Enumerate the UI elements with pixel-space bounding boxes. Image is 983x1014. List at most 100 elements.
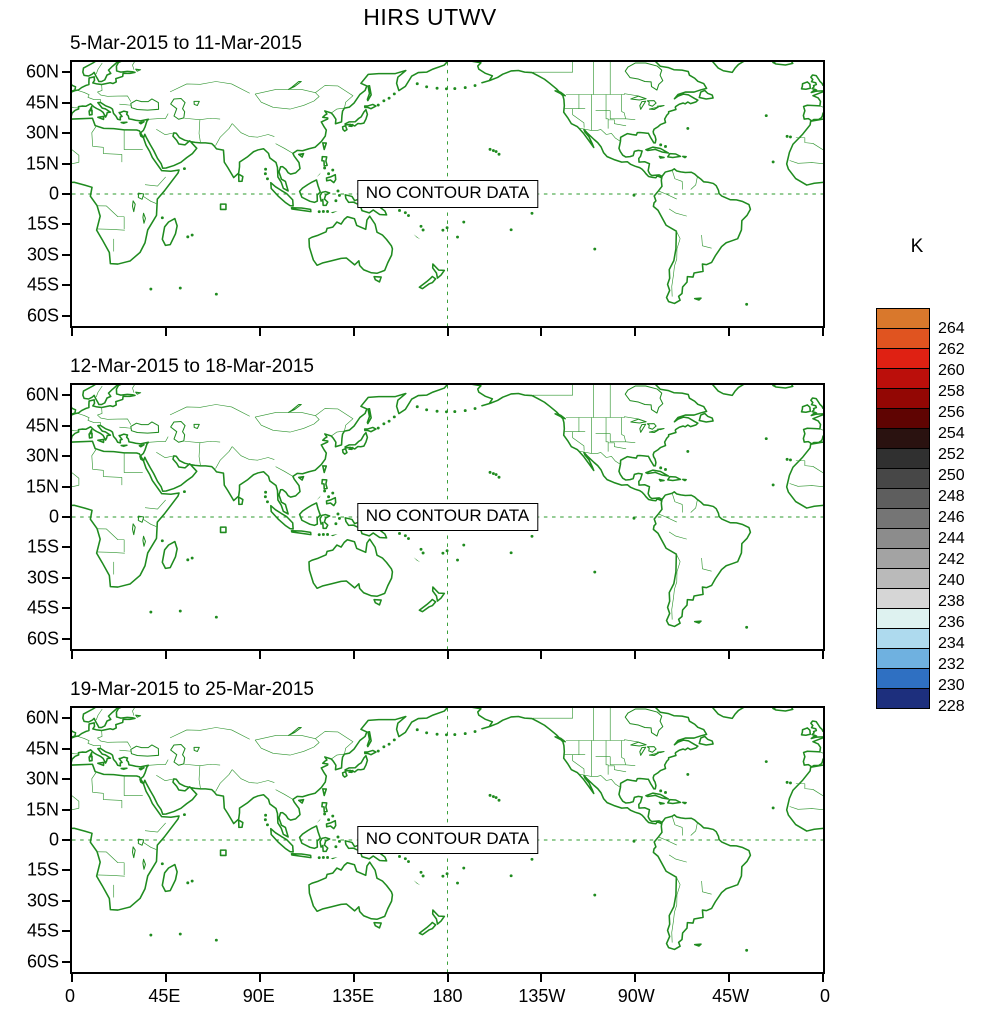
colorbar-cell (876, 528, 930, 549)
y-axis-tick-label: 15S (26, 536, 59, 557)
x-axis-tick-mark (446, 974, 449, 982)
x-axis-tick-mark (540, 651, 543, 659)
panel-3-subtitle: 19-Mar-2015 to 25-Mar-2015 (70, 679, 314, 700)
y-axis-tick-label: 30N (25, 122, 59, 143)
y-axis-tick-mark (62, 455, 70, 458)
colorbar-cell (876, 648, 930, 669)
y-axis-tick-label: 45N (25, 738, 59, 759)
y-axis-tick-mark (62, 960, 70, 963)
x-axis-tick-mark (634, 974, 637, 982)
y-axis-tick-mark (62, 576, 70, 579)
y-axis-tick-mark (62, 132, 70, 135)
x-axis-tick-mark (728, 974, 731, 982)
y-axis-tick-mark (62, 546, 70, 549)
x-axis-tick-mark (71, 651, 73, 659)
y-axis-tick-mark (62, 71, 70, 74)
y-axis-tick-label: 30S (26, 567, 59, 588)
y-axis-tick-label: 60N (25, 61, 59, 82)
colorbar-cell (876, 448, 930, 469)
colorbar-cell (876, 388, 930, 409)
x-axis-tick-mark (540, 974, 543, 982)
x-axis-tick-mark (728, 328, 731, 336)
y-axis-tick-label: 60N (25, 384, 59, 405)
x-axis-tick-label: 135W (518, 986, 566, 1006)
colorbar-cell (876, 668, 930, 689)
no-contour-data-label: NO CONTOUR DATA (356, 503, 539, 531)
colorbar-cell (876, 408, 930, 429)
y-axis-tick-mark (62, 899, 70, 902)
colorbar-cell (876, 608, 930, 629)
x-axis-tick-mark (634, 651, 637, 659)
x-axis-tick-label: 135E (332, 986, 375, 1006)
x-axis-tick-mark (71, 974, 73, 982)
panel-2-map-frame: NO CONTOUR DATA 60N 45N 30N 15N 0 15S 30S 45S 60… (26, 383, 825, 659)
x-axis-tick-label: 90E (242, 986, 275, 1006)
x-axis-tick-mark (164, 328, 167, 336)
colorbar-cell (876, 588, 930, 609)
y-axis-tick-mark (62, 516, 70, 518)
y-axis-tick-mark (62, 284, 70, 287)
y-axis-tick-label: 45N (25, 415, 59, 436)
x-axis-tick-mark (446, 651, 449, 659)
x-axis-tick-label: 90W (617, 986, 655, 1006)
x-axis-tick-mark (164, 651, 167, 659)
panel-1-subtitle: 5-Mar-2015 to 11-Mar-2015 (70, 33, 302, 54)
y-axis-tick-label: 15S (26, 213, 59, 234)
colorbar-level-label: 246 (938, 509, 965, 526)
y-axis-tick-mark (62, 193, 70, 195)
x-axis-tick-mark (822, 974, 824, 982)
colorbar-level-label: 238 (938, 593, 965, 610)
y-axis-tick-label: 30S (26, 244, 59, 265)
y-axis-tick-mark (62, 162, 70, 165)
y-axis-tick-label: 60N (25, 707, 59, 728)
x-axis-tick-mark (822, 651, 824, 659)
y-axis-tick-mark (62, 253, 70, 256)
colorbar-level-label: 264 (938, 320, 965, 337)
no-contour-data-label: NO CONTOUR DATA (356, 826, 539, 854)
x-axis-tick-mark (728, 651, 731, 659)
x-axis-tick-mark (352, 974, 355, 982)
y-axis-tick-mark (62, 485, 70, 488)
colorbar-level-label: 230 (938, 677, 965, 694)
y-axis-tick-label: 30S (26, 890, 59, 911)
y-axis-tick-label: 60S (26, 628, 59, 649)
colorbar-cell (876, 368, 930, 389)
x-axis-tick-mark (822, 328, 824, 336)
x-axis-tick-mark (258, 974, 261, 982)
x-axis-tick-mark (352, 651, 355, 659)
x-axis-labels: 0 45E 90E 135E 180 135W 90W 45W 0 (65, 986, 830, 1010)
x-axis-tick-mark (258, 651, 261, 659)
x-axis-tick-mark (71, 328, 73, 336)
x-axis-tick-mark (258, 328, 261, 336)
y-axis-tick-mark (62, 223, 70, 226)
y-axis-tick-label: 15S (26, 859, 59, 880)
colorbar-level-label: 234 (938, 635, 965, 652)
no-contour-data-label: NO CONTOUR DATA (356, 180, 539, 208)
x-axis-tick-mark (540, 328, 543, 336)
colorbar-level-label: 242 (938, 551, 965, 568)
colorbar-cell (876, 348, 930, 369)
colorbar-cell (876, 328, 930, 349)
colorbar-level-label: 250 (938, 467, 965, 484)
colorbar-cell (876, 468, 930, 489)
colorbar-level-label: 240 (938, 572, 965, 589)
x-axis-tick-label: 45W (712, 986, 750, 1006)
colorbar (876, 308, 930, 709)
y-axis-tick-label: 45S (26, 597, 59, 618)
y-axis-tick-label: 60S (26, 305, 59, 326)
y-axis-tick-mark (62, 607, 70, 610)
colorbar-cell (876, 568, 930, 589)
y-axis-tick-label: 15N (25, 476, 59, 497)
y-axis-tick-mark (62, 637, 70, 640)
panel-2-subtitle: 12-Mar-2015 to 18-Mar-2015 (70, 356, 314, 377)
y-axis-tick-label: 15N (25, 153, 59, 174)
y-axis-tick-mark (62, 747, 70, 750)
colorbar-level-label: 248 (938, 488, 965, 505)
x-axis-tick-label: 0 (819, 986, 831, 1006)
panel-1-map-frame: NO CONTOUR DATA 60N 45N 30N 15N 0 15S 30S 45S 60… (26, 60, 825, 336)
colorbar-level-label: 232 (938, 656, 965, 673)
y-axis-tick-mark (62, 869, 70, 872)
y-axis-tick-mark (62, 424, 70, 427)
y-axis-tick-label: 0 (48, 183, 59, 204)
